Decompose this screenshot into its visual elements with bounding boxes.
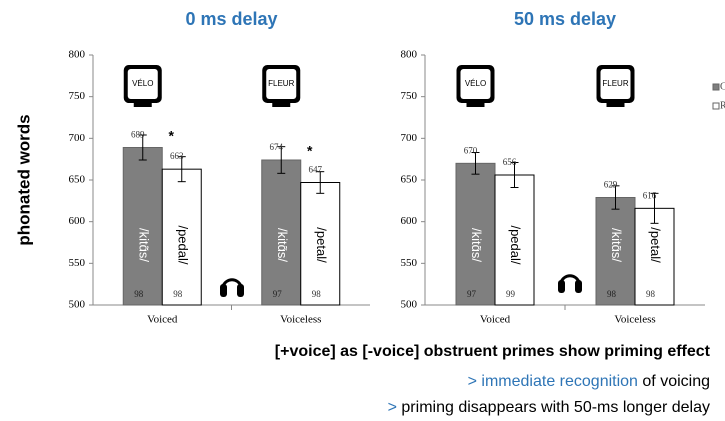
y-tick-label: 600 xyxy=(69,215,86,227)
legend-label: R xyxy=(720,100,725,111)
chart-title: 0 ms delay xyxy=(185,9,277,29)
count-label: 97 xyxy=(273,289,283,299)
monitor-word: FLEUR xyxy=(268,79,294,88)
headphones-icon xyxy=(575,280,582,293)
note-prefix: > xyxy=(468,373,482,390)
y-tick-label: 500 xyxy=(401,299,418,311)
bar xyxy=(494,174,535,306)
chart-title: 50 ms delay xyxy=(514,9,616,29)
significance-marker: * xyxy=(169,127,175,143)
error-bar xyxy=(510,162,519,188)
y-tick-label: 650 xyxy=(401,174,418,186)
y-tick-label: 800 xyxy=(401,49,418,61)
y-tick-label: 750 xyxy=(401,90,418,102)
monitor-icon xyxy=(460,69,491,99)
monitor-word: VÉLO xyxy=(132,79,153,88)
error-bar xyxy=(611,185,620,210)
y-tick-label: 550 xyxy=(69,257,86,269)
count-label: 98 xyxy=(607,289,617,299)
monitor-icon xyxy=(133,103,152,107)
error-bar xyxy=(471,152,480,175)
bar-word: /kitɑ̃s/ xyxy=(609,228,624,262)
note: > immediate recognition of voicing xyxy=(468,373,710,390)
note-prefix: > xyxy=(388,399,402,416)
error-bar xyxy=(138,134,147,161)
value-label: 674 xyxy=(270,142,284,152)
bar-word: /kitɑ̃s/ xyxy=(469,228,484,262)
y-tick-label: 550 xyxy=(401,257,418,269)
y-axis-label: phonated words xyxy=(14,114,33,245)
x-tick-label: Voiceless xyxy=(614,314,655,326)
monitor-word: FLEUR xyxy=(602,79,628,88)
monitor-icon xyxy=(266,69,297,99)
value-label: 629 xyxy=(604,180,618,190)
bar-word: /kitɑ̃s/ xyxy=(136,228,151,262)
legend-swatch xyxy=(712,102,720,110)
value-label: 647 xyxy=(309,165,323,175)
monitor-icon xyxy=(272,103,291,107)
count-label: 98 xyxy=(173,289,183,299)
count-label: 99 xyxy=(506,289,516,299)
headphones-icon xyxy=(220,284,227,297)
value-label: 670 xyxy=(464,145,478,155)
monitor-word: VÉLO xyxy=(465,79,486,88)
count-label: 98 xyxy=(312,289,322,299)
bar-word: /petal/ xyxy=(314,227,329,263)
count-label: 98 xyxy=(646,289,656,299)
count-label: 97 xyxy=(467,289,477,299)
note-text: of voicing xyxy=(638,373,710,390)
bar xyxy=(595,197,636,306)
y-tick-label: 800 xyxy=(69,49,86,61)
y-tick-label: 650 xyxy=(69,174,86,186)
bar-word: /petal/ xyxy=(648,227,663,263)
significance-marker: * xyxy=(307,142,313,158)
bar-word: /kitɑ̃s/ xyxy=(275,228,290,262)
value-label: 663 xyxy=(170,151,184,161)
y-tick-label: 600 xyxy=(401,215,418,227)
bar xyxy=(300,182,341,306)
error-bar xyxy=(316,171,325,194)
monitor-icon xyxy=(127,69,158,99)
note-highlight: immediate recognition xyxy=(481,373,638,390)
bar-word: /pedal/ xyxy=(508,225,523,264)
legend-swatch xyxy=(712,83,720,91)
note: > priming disappears with 50-ms longer d… xyxy=(388,399,710,416)
monitor-icon xyxy=(466,103,485,107)
bar xyxy=(122,147,163,306)
x-tick-label: Voiced xyxy=(480,314,511,326)
y-tick-label: 700 xyxy=(401,132,418,144)
value-label: 689 xyxy=(131,130,145,140)
count-label: 98 xyxy=(134,289,144,299)
y-tick-label: 700 xyxy=(69,132,86,144)
x-tick-label: Voiceless xyxy=(280,314,321,326)
y-tick-label: 500 xyxy=(69,299,86,311)
monitor-icon xyxy=(600,69,631,99)
note: [+voice] as [-voice] obstruent primes sh… xyxy=(275,343,711,360)
headphones-icon xyxy=(558,280,565,293)
value-label: 616 xyxy=(643,190,657,200)
error-bar xyxy=(177,156,186,183)
headphones-icon xyxy=(237,284,244,297)
bar xyxy=(634,207,675,306)
value-label: 656 xyxy=(503,157,517,167)
x-tick-label: Voiced xyxy=(147,314,178,326)
monitor-icon xyxy=(606,103,625,107)
error-bar xyxy=(277,146,286,174)
bar xyxy=(161,168,202,306)
error-bar xyxy=(650,192,659,224)
y-tick-label: 750 xyxy=(69,90,86,102)
note-text: priming disappears with 50-ms longer del… xyxy=(401,399,710,416)
legend-label: C xyxy=(720,81,725,92)
bar-word: /pedal/ xyxy=(175,225,190,264)
